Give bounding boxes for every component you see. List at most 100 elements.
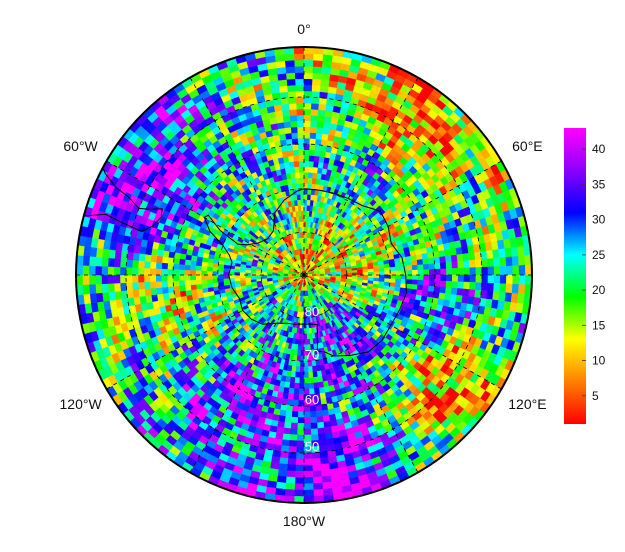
heatmap-cell	[294, 53, 305, 61]
heatmap-cell	[143, 260, 151, 269]
heatmap-cell	[299, 377, 305, 384]
heatmap-cell	[406, 279, 413, 285]
heatmap-cell	[439, 262, 447, 270]
heatmap-cell	[395, 274, 402, 280]
heatmap-cell	[439, 280, 447, 288]
heatmap-cell	[101, 265, 109, 276]
heatmap-cell	[295, 464, 305, 472]
heatmap-cell	[178, 258, 186, 265]
heatmap-cell	[303, 231, 308, 238]
heatmap-cell	[438, 292, 446, 300]
heatmap-cell	[378, 274, 385, 279]
heatmap-cell	[172, 280, 180, 287]
heatmap-cell	[469, 267, 477, 276]
heatmap-cell	[195, 270, 202, 276]
heatmap-cell	[303, 411, 311, 418]
heatmap-cell	[281, 439, 290, 447]
heatmap-cell	[173, 285, 181, 293]
heatmap-cell	[295, 78, 305, 86]
heatmap-cell	[89, 292, 98, 304]
heatmap-cell	[287, 452, 297, 460]
heatmap-cell	[295, 96, 305, 104]
heatmap-cell	[510, 292, 519, 304]
heatmap-cell	[101, 248, 110, 259]
heatmap-cell	[469, 281, 477, 291]
heatmap-cell	[351, 270, 358, 274]
heatmap-cell	[172, 274, 180, 281]
heatmap-cell	[295, 366, 301, 373]
heatmap-cell	[282, 156, 290, 163]
heatmap-cell	[309, 138, 317, 145]
heatmap-cell	[438, 250, 446, 258]
heatmap-cell	[417, 279, 424, 286]
heatmap-cell	[161, 280, 169, 288]
heatmap-cell	[295, 90, 305, 98]
heatmap-cell	[463, 260, 471, 269]
heatmap-cell	[303, 177, 309, 184]
heatmap-cell	[417, 269, 424, 276]
heatmap-cell	[309, 143, 316, 151]
heatmap-cell	[480, 250, 488, 260]
heatmap-cell	[299, 183, 305, 190]
heatmap-cell	[172, 269, 180, 276]
heatmap-cell	[119, 274, 127, 284]
heatmap-cell	[178, 269, 185, 276]
heatmap-cell	[120, 250, 128, 260]
heatmap-cell	[150, 254, 158, 263]
heatmap-cell	[295, 183, 301, 190]
heatmap-cell	[300, 204, 305, 211]
heatmap-cell	[143, 267, 151, 276]
heatmap-cell	[498, 248, 507, 259]
heatmap-cell	[308, 149, 316, 157]
heatmap-cell	[184, 279, 191, 286]
heatmap-cell	[303, 126, 311, 133]
heatmap-cell	[108, 291, 116, 301]
heatmap-cell	[178, 279, 186, 287]
heatmap-cell	[276, 475, 287, 484]
heatmap-cell	[289, 114, 298, 122]
heatmap-cell	[378, 267, 385, 272]
heatmap-cell	[312, 59, 324, 68]
heatmap-cell	[287, 149, 294, 157]
heatmap-cell	[288, 446, 297, 454]
heatmap-cell	[433, 286, 441, 294]
heatmap-cell	[389, 278, 396, 284]
heatmap-cell	[316, 416, 324, 424]
heatmap-cell	[298, 394, 305, 401]
heatmap-cell	[487, 258, 495, 268]
heatmap-cell	[282, 109, 291, 117]
heatmap-cell	[294, 65, 305, 73]
heatmap-cell	[309, 126, 318, 134]
heatmap-cell	[178, 263, 186, 271]
heatmap-cell	[434, 280, 441, 288]
heatmap-cell	[295, 177, 301, 184]
heatmap-cell	[303, 72, 314, 80]
heatmap-cell	[463, 274, 471, 283]
heatmap-cell	[131, 274, 139, 283]
heatmap-cell	[518, 284, 526, 295]
heatmap-cell	[310, 120, 318, 128]
heatmap-cell	[132, 289, 140, 298]
heatmap-cell	[155, 274, 162, 282]
heatmap-cell	[167, 286, 175, 294]
heatmap-cell	[294, 483, 305, 491]
heatmap-cell	[173, 257, 181, 265]
heatmap-cell	[313, 489, 324, 497]
heatmap-cell	[308, 160, 315, 168]
heatmap-cell	[312, 78, 322, 86]
heatmap-cell	[311, 365, 317, 373]
heatmap-cell	[481, 282, 489, 292]
heatmap-cell	[493, 283, 501, 293]
heatmap-cell	[340, 267, 347, 272]
heatmap-cell	[412, 274, 419, 281]
heatmap-cell	[314, 144, 322, 152]
heatmap-cell	[518, 255, 526, 266]
heatmap-cell	[285, 410, 293, 418]
heatmap-cell	[309, 416, 318, 424]
heatmap-cell	[368, 274, 375, 279]
heatmap-cell	[505, 256, 513, 267]
heatmap-cell	[299, 355, 305, 362]
heatmap-cell	[475, 282, 483, 291]
heatmap-cell	[143, 281, 151, 290]
heatmap-cell	[303, 188, 309, 195]
